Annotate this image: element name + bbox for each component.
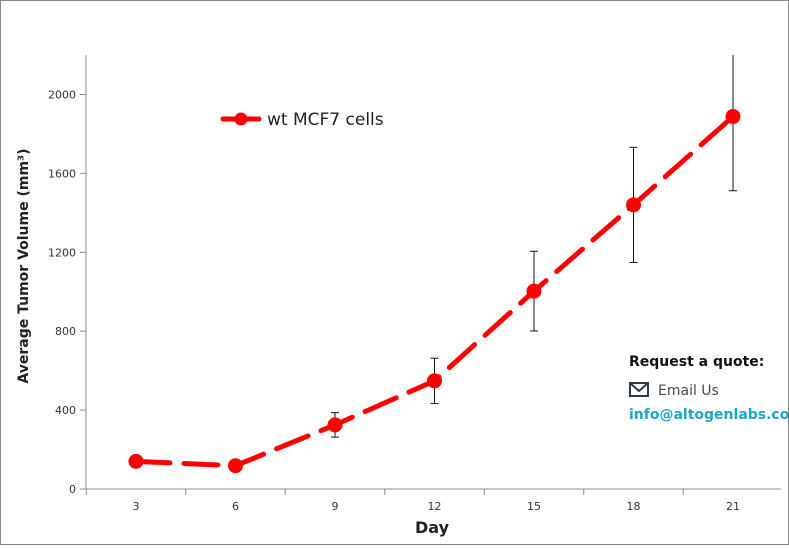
request-quote-heading: Request a quote: (629, 354, 764, 370)
y-ticks: 0 400 800 1200 1600 2000 (48, 88, 86, 496)
x-tick-label: 18 (627, 500, 641, 513)
data-point (725, 109, 741, 125)
legend-marker (234, 112, 248, 126)
contact-box: Request a quote: Email Us info@altogenla… (629, 354, 789, 423)
data-point (626, 197, 641, 213)
y-axis-title: Average Tumor Volume (mm³) (16, 148, 32, 383)
envelope-icon (629, 382, 649, 397)
x-tick-label: 21 (726, 500, 740, 513)
y-tick-label: 400 (55, 404, 76, 417)
y-tick-label: 2000 (48, 88, 76, 101)
x-ticks: 3 6 9 12 15 18 21 (85, 489, 740, 513)
data-point (526, 283, 542, 299)
email-address-link[interactable]: info@altogenlabs.com (629, 407, 789, 423)
x-tick-label: 3 (133, 500, 140, 513)
y-tick-label: 800 (55, 325, 76, 338)
legend: wt MCF7 cells (220, 110, 384, 130)
data-point (228, 458, 243, 474)
y-tick-label: 0 (69, 483, 76, 496)
y-tick-label: 1600 (48, 167, 76, 180)
legend-label: wt MCF7 cells (267, 110, 384, 130)
y-tick-label: 1200 (48, 246, 76, 259)
data-point (327, 417, 343, 433)
x-tick-label: 9 (332, 500, 339, 513)
data-point (427, 373, 442, 389)
x-axis-title: Day (415, 518, 450, 537)
series-layer (128, 55, 741, 474)
x-tick-label: 12 (428, 500, 442, 513)
x-tick-label: 6 (232, 500, 239, 513)
axes (85, 55, 781, 490)
email-us-link[interactable]: Email Us (658, 383, 719, 399)
data-point (128, 453, 144, 469)
x-tick-label: 15 (527, 500, 541, 513)
